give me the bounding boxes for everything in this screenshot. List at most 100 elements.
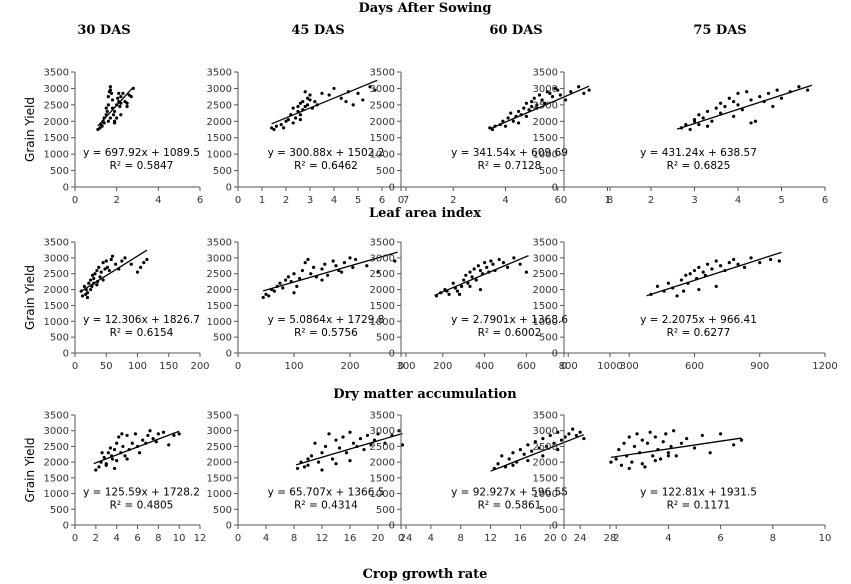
chart-8-r2-label: R² = 0.4805 [110, 499, 174, 511]
chart-10-point-24 [582, 436, 586, 441]
chart-11-equation-label: y = 122.81x + 1931.5 [640, 486, 757, 498]
chart-1-x-tick-label-1: 1 [259, 195, 265, 206]
chart-2-point-12 [522, 106, 526, 110]
chart-11-point-4 [622, 441, 626, 445]
chart-8-y-tick-label-3: 1500 [44, 473, 69, 484]
chart-0-y-tick-label-5: 2500 [44, 100, 69, 111]
chart-0-y-axis-title: Grain Yield [23, 97, 37, 162]
chart-0-point-23 [117, 91, 121, 95]
chart-7-point-1 [655, 284, 660, 288]
chart-9-r2-label: R² = 0.4314 [294, 499, 358, 511]
chart-10-x-tick-label-4: 16 [514, 533, 527, 544]
chart-1-point-35 [373, 88, 377, 92]
chart-9-x-tick-label-1: 4 [263, 533, 269, 544]
chart-2-point-28 [563, 98, 568, 102]
chart-4-point-11 [93, 272, 97, 276]
chart-9-point-20 [365, 433, 370, 438]
chart-7-point-10 [692, 268, 697, 273]
chart-2-x-tick-label-4: 8 [607, 195, 613, 206]
chart-2-point-20 [540, 98, 544, 102]
chart-10-point-25 [511, 463, 515, 467]
chart-7-point-24 [749, 256, 753, 260]
chart-2-point-32 [587, 88, 591, 92]
chart-11-y-tick-label-3: 1500 [533, 473, 558, 484]
chart-9-point-16 [351, 441, 356, 445]
chart-5-point-9 [286, 275, 290, 279]
chart-2-y-tick-label-0: 0 [389, 183, 395, 194]
chart-9-point-23 [376, 432, 380, 436]
chart-7-point-3 [666, 281, 671, 285]
chart-3-x-tick-label-2: 2 [648, 195, 654, 206]
chart-0-point-13 [108, 88, 113, 92]
chart-8-point-11 [117, 435, 121, 439]
chart-11-point-19 [661, 440, 665, 444]
chart-1-point-13 [298, 101, 302, 105]
chart-8-point-19 [133, 432, 138, 436]
chart-7-point-13 [701, 270, 705, 274]
chart-6-point-16 [478, 268, 483, 273]
chart-4-y-axis-title: Grain Yield [23, 265, 37, 330]
chart-3-r2-label: R² = 0.6825 [667, 160, 731, 172]
chart-10-point-28 [556, 447, 560, 452]
chart-4-point-33 [89, 287, 93, 292]
chart-1-trend-line [271, 79, 378, 125]
chart-5-y-tick-label-0: 0 [226, 349, 232, 360]
chart-6-point-25 [501, 261, 506, 265]
chart-1-point-33 [361, 98, 365, 102]
chart-8-point-8 [110, 457, 115, 461]
chart-2-y-tick-label-2: 1000 [370, 150, 395, 161]
chart-0-point-27 [119, 95, 123, 99]
chart-2-y-tick-label-4: 2000 [370, 117, 395, 128]
chart-3-x-tick-label-6: 6 [822, 195, 828, 206]
chart-0-point-36 [112, 121, 117, 125]
chart-5-point-16 [306, 257, 310, 262]
chart-10-point-1 [496, 462, 500, 466]
chart-1-y-tick-label-5: 2500 [207, 100, 232, 111]
chart-10-x-tick-label-3: 12 [484, 533, 497, 544]
chart-11-point-21 [666, 451, 671, 455]
chart-9-point-8 [323, 444, 328, 449]
column-title-3: 75 DAS [693, 23, 746, 38]
chart-11-point-24 [674, 454, 678, 458]
chart-11-point-35 [653, 458, 657, 463]
chart-4-y-tick-label-5: 2500 [44, 269, 69, 280]
chart-9-y-tick-label-4: 2000 [207, 458, 232, 469]
chart-8-equation-label: y = 125.59x + 1728.2 [83, 486, 200, 498]
chart-8-x-tick-label-1: 2 [93, 533, 99, 544]
chart-6-point-28 [518, 262, 522, 266]
chart-0-point-30 [125, 101, 129, 105]
chart-2-point-29 [569, 90, 573, 94]
chart-7-y-tick-label-4: 2000 [533, 285, 558, 296]
chart-3-point-12 [723, 104, 727, 109]
chart-5-point-34 [292, 291, 296, 295]
chart-7-point-27 [777, 259, 781, 263]
chart-9-point-9 [327, 432, 331, 436]
chart-0-point-17 [111, 113, 116, 117]
chart-3-point-13 [727, 96, 731, 100]
chart-7-point-15 [705, 262, 710, 266]
chart-5-point-31 [365, 264, 369, 268]
chart-8-point-25 [148, 429, 152, 433]
chart-0-point-19 [112, 109, 117, 114]
chart-3-point-5 [697, 113, 701, 117]
chart-4-y-tick-label-7: 3500 [44, 238, 69, 249]
chart-4-point-6 [87, 281, 91, 285]
chart-2-y-tick-label-7: 3500 [370, 68, 395, 79]
chart-4-x-tick-label-2: 100 [128, 361, 147, 372]
chart-1-y-tick-label-1: 500 [213, 166, 232, 177]
chart-5-y-tick-label-1: 500 [213, 333, 232, 344]
chart-4-point-26 [120, 259, 124, 263]
chart-6-y-tick-label-4: 2000 [370, 285, 395, 296]
chart-3-point-10 [719, 101, 723, 105]
chart-4-point-36 [85, 295, 90, 300]
chart-1-point-2 [274, 124, 278, 128]
chart-8-y-tick-label-1: 500 [50, 505, 69, 516]
chart-6-x-tick-label-0: 0 [398, 361, 404, 372]
chart-8-y-tick-label-0: 0 [63, 521, 69, 532]
chart-9-point-29 [334, 462, 338, 466]
column-title-2: 60 DAS [489, 23, 542, 38]
chart-4-point-28 [129, 262, 133, 266]
chart-9-point-7 [320, 451, 324, 455]
row-title-1: Leaf area index [369, 206, 481, 221]
chart-1-y-tick-label-7: 3500 [207, 68, 232, 79]
